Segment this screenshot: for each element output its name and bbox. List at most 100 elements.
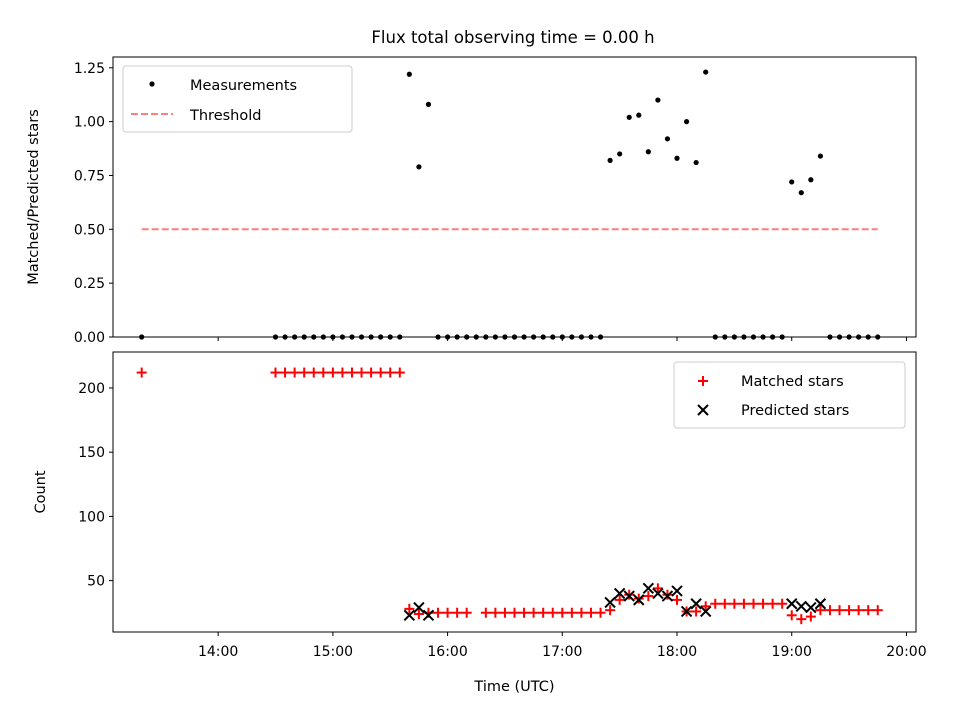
- matched-star-point: [289, 367, 300, 378]
- x-b: [661, 590, 674, 602]
- measurement-point: [339, 334, 346, 340]
- x-b: [623, 590, 635, 602]
- measurement-point: [292, 334, 298, 340]
- predicted-star-point: [422, 609, 435, 622]
- matched-star-point: [853, 605, 864, 616]
- matched-star-point: [385, 367, 396, 378]
- measurement-point: [464, 334, 470, 340]
- matched-star-point: [863, 605, 874, 616]
- x-b: [403, 609, 416, 622]
- measurement-point: [626, 114, 632, 120]
- measurement-point: [693, 159, 699, 166]
- matched-star-point: [605, 605, 616, 616]
- measurement-point: [865, 334, 871, 340]
- predicted-star-point: [805, 601, 817, 614]
- x-b: [697, 404, 709, 416]
- matched-star-point: [805, 611, 816, 622]
- matched-star-point: [824, 605, 835, 616]
- matched-star-point: [815, 605, 826, 616]
- legend-box: [673, 361, 906, 429]
- matched-star-point: [719, 598, 730, 609]
- legend-box: [122, 65, 353, 133]
- matched-star-point: [366, 367, 377, 378]
- measurement-point: [674, 155, 680, 161]
- measurement-point: [645, 149, 651, 155]
- measurement-point: [827, 334, 833, 340]
- matched-star-point: [136, 367, 147, 378]
- matched-star-point: [308, 367, 319, 378]
- predicted-star-point: [413, 601, 425, 614]
- measurement-point: [875, 334, 881, 340]
- legend-label-predicted: Predicted stars: [741, 403, 849, 419]
- legend-label-threshold: Threshold: [189, 108, 261, 124]
- matched-star-point: [452, 607, 463, 618]
- x-b: [699, 605, 712, 618]
- measurement-point: [320, 334, 326, 340]
- measurement-point: [378, 334, 384, 340]
- matched-star-point: [299, 367, 310, 378]
- legend-predicted-marker: [697, 404, 709, 416]
- predicted-star-point: [671, 585, 683, 597]
- measurement-point: [588, 334, 594, 340]
- x-b: [652, 587, 664, 600]
- y-tick-label: 0.00: [74, 330, 105, 346]
- measurement-point: [444, 334, 451, 340]
- measurement-point: [540, 334, 546, 340]
- y-tick-label: 0.50: [74, 222, 105, 238]
- measurement-point: [559, 334, 565, 340]
- predicted-star-point: [680, 605, 693, 618]
- measurement-point: [531, 334, 537, 340]
- x-tick-label: 16:00: [427, 644, 467, 660]
- measurement-point: [139, 334, 145, 340]
- measurement-point: [760, 334, 766, 340]
- measurement-point: [330, 334, 336, 340]
- matched-star-point: [738, 598, 749, 609]
- matched-star-point: [700, 601, 711, 612]
- matched-star-point: [490, 607, 501, 618]
- matched-star-point: [652, 583, 663, 594]
- matched-star-point: [576, 607, 587, 618]
- x-b: [814, 598, 827, 610]
- bottom-frame: [112, 351, 917, 633]
- measurement-point: [664, 136, 671, 142]
- measurement-point: [473, 334, 479, 340]
- measurement-point: [779, 334, 785, 340]
- measurement-point: [425, 101, 432, 107]
- legend-measurement-marker: [149, 81, 155, 87]
- measurement-point: [282, 334, 288, 340]
- measurement-point: [483, 334, 489, 340]
- measurement-point: [731, 334, 737, 340]
- measurement-point: [798, 190, 804, 196]
- measurement-point: [856, 334, 862, 340]
- bottom-legend: Matched stars Predicted stars: [673, 361, 906, 429]
- measurement-point: [578, 334, 585, 340]
- matched-star-point: [480, 607, 491, 618]
- measurement-point: [550, 334, 556, 340]
- measurement-point: [435, 334, 441, 340]
- measurement-point: [406, 71, 412, 77]
- legend-matched-marker: [698, 376, 708, 386]
- matched-star-point: [557, 607, 568, 618]
- matched-star-point: [796, 614, 807, 625]
- x-b: [422, 609, 435, 622]
- top-axes: 0.00 0.25 0.50 0.75 1.00 1.25 Matched/Predicte…: [26, 56, 917, 346]
- matched-star-point: [547, 607, 558, 618]
- matched-star-point: [442, 607, 453, 618]
- matched-star-point: [528, 607, 539, 618]
- y-tick-label: 200: [78, 381, 105, 397]
- matched-star-point: [375, 367, 386, 378]
- measurement-point: [722, 334, 728, 340]
- matched-star-point: [270, 367, 281, 378]
- matched-star-point: [748, 598, 759, 609]
- y-tick-label: 1.00: [74, 115, 105, 131]
- x-tick-label: 18:00: [657, 644, 697, 660]
- predicted-star-point: [690, 598, 702, 610]
- measurement-point: [683, 119, 690, 125]
- matched-star-point: [499, 607, 510, 618]
- predicted-star-point: [642, 582, 655, 595]
- predicted-star-point: [623, 590, 635, 602]
- predicted-star-point: [814, 598, 827, 610]
- matched-star-point: [327, 367, 338, 378]
- matched-star-point: [394, 367, 405, 378]
- x-b: [604, 596, 616, 609]
